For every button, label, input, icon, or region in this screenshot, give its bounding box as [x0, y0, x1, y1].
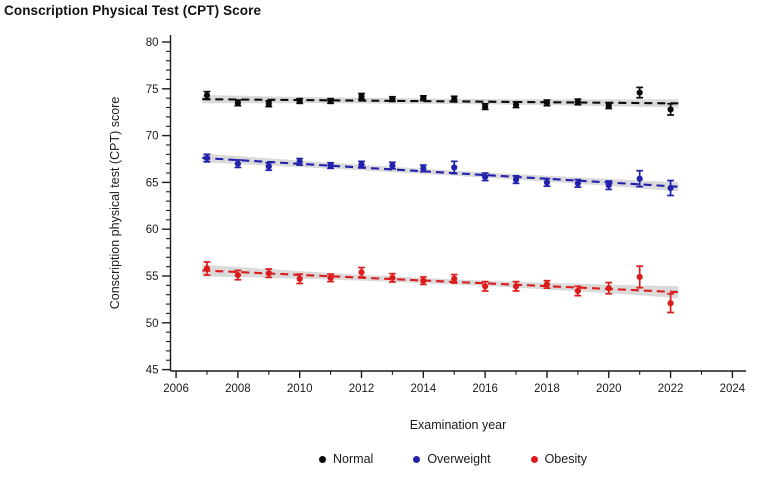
data-point-overweight: [234, 160, 241, 167]
data-point-normal: [265, 100, 272, 107]
data-point-overweight: [636, 175, 643, 182]
data-point-normal: [327, 97, 334, 105]
trend-line-obesity: [202, 269, 679, 294]
x-tick-label: 2024: [720, 383, 746, 395]
data-point-overweight: [605, 182, 612, 189]
page-title: Conscription Physical Test (CPT) Score: [4, 3, 262, 18]
data-point-obesity: [296, 275, 303, 282]
data-point-obesity: [327, 274, 334, 281]
data-point-normal: [451, 96, 458, 103]
data-point-overweight: [482, 173, 489, 180]
data-point-obesity: [482, 283, 489, 290]
data-point-obesity: [667, 300, 674, 307]
y-tick-label: 70: [146, 131, 159, 143]
x-tick-label: 2020: [596, 383, 622, 395]
x-tick-label: 2006: [163, 383, 189, 395]
data-point-obesity: [636, 273, 643, 281]
data-point-normal: [296, 97, 303, 105]
data-point-obesity: [203, 265, 211, 272]
data-point-obesity: [543, 281, 551, 288]
data-point-normal: [389, 96, 396, 103]
data-point-obesity: [234, 271, 241, 279]
x-tick-label: 2014: [411, 383, 437, 395]
data-point-overweight: [512, 176, 520, 183]
data-point-obesity: [605, 285, 612, 292]
y-axis-label: Conscription physical test (CPT) score: [108, 96, 122, 310]
x-tick-label: 2012: [349, 383, 375, 395]
legend-item-normal: Normal: [319, 452, 373, 466]
y-tick-label: 75: [146, 84, 159, 96]
data-point-overweight: [265, 163, 272, 170]
y-tick-label: 50: [146, 318, 159, 330]
y-tick-label: 60: [146, 224, 159, 236]
data-point-normal: [605, 102, 612, 109]
data-point-normal: [358, 93, 365, 100]
data-point-overweight: [543, 179, 551, 186]
legend-label: Normal: [333, 452, 374, 466]
data-point-overweight: [420, 165, 427, 172]
trend-line-overweight: [202, 156, 679, 188]
data-point-overweight: [451, 164, 458, 171]
data-point-overweight: [358, 161, 365, 168]
y-tick-label: 45: [146, 365, 159, 377]
data-point-overweight: [327, 162, 334, 169]
x-tick-label: 2022: [658, 383, 684, 395]
data-point-normal: [234, 99, 241, 106]
legend-dot-icon: [413, 455, 421, 463]
legend-dot-icon: [530, 455, 538, 463]
data-point-obesity: [265, 270, 272, 277]
data-point-normal: [512, 101, 520, 108]
x-tick-label: 2016: [472, 383, 498, 395]
data-point-overweight: [203, 154, 211, 162]
x-axis-label: Examination year: [409, 418, 507, 432]
legend-item-overweight: Overweight: [413, 452, 491, 466]
data-point-normal: [636, 89, 643, 96]
legend-label: Obesity: [544, 452, 587, 466]
data-point-normal: [667, 106, 674, 113]
y-tick-label: 80: [146, 37, 159, 49]
legend-label: Overweight: [427, 452, 491, 466]
x-tick-label: 2010: [287, 383, 313, 395]
data-point-obesity: [420, 277, 427, 284]
data-point-overweight: [389, 162, 396, 169]
data-point-obesity: [358, 269, 365, 276]
data-point-obesity: [574, 287, 581, 295]
data-point-normal: [420, 95, 427, 102]
trend-line-normal: [202, 98, 679, 105]
legend-item-obesity: Obesity: [530, 452, 587, 466]
y-tick-label: 55: [146, 271, 159, 283]
data-point-obesity: [389, 274, 396, 281]
data-point-normal: [482, 103, 489, 110]
x-tick-label: 2008: [225, 383, 251, 395]
data-point-normal: [203, 92, 211, 99]
data-point-normal: [543, 99, 551, 106]
x-tick-label: 2018: [534, 383, 560, 395]
legend-dot-icon: [319, 455, 327, 463]
y-tick-label: 65: [146, 177, 159, 189]
data-point-normal: [574, 98, 581, 106]
data-point-obesity: [512, 283, 520, 290]
chart-legend: Normal Overweight Obesity: [160, 452, 746, 466]
data-point-overweight: [296, 158, 303, 165]
data-point-overweight: [574, 180, 581, 187]
data-point-overweight: [667, 184, 674, 192]
data-point-obesity: [451, 275, 458, 282]
